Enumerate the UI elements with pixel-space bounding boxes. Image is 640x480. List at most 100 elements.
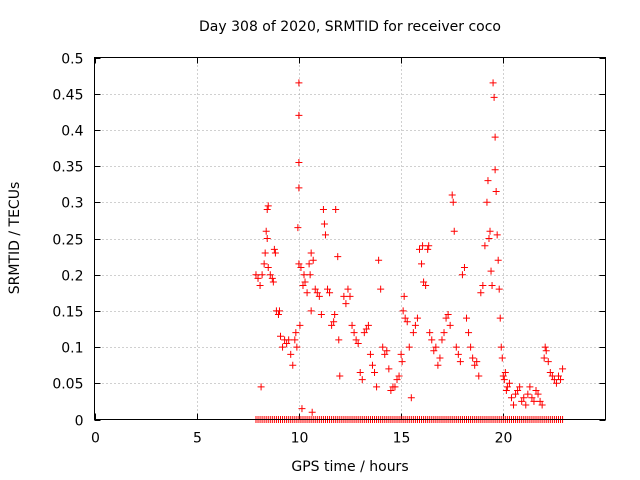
data-point xyxy=(415,245,423,253)
data-point xyxy=(330,318,338,326)
data-point xyxy=(319,206,327,214)
y-tick-label: 0.4 xyxy=(61,124,83,140)
data-point xyxy=(260,260,268,268)
data-point xyxy=(503,383,511,391)
data-point xyxy=(424,245,432,253)
data-point xyxy=(279,343,287,351)
data-point xyxy=(456,358,464,366)
data-point xyxy=(407,394,415,402)
data-point xyxy=(434,361,442,369)
data-point xyxy=(295,184,303,192)
data-point xyxy=(275,307,283,315)
data-point xyxy=(524,390,532,398)
data-point xyxy=(473,358,481,366)
data-point xyxy=(254,274,262,282)
data-point xyxy=(377,285,385,293)
data-point xyxy=(418,260,426,268)
data-point xyxy=(391,383,399,391)
data-point xyxy=(301,278,309,286)
x-axis-label: GPS time / hours xyxy=(291,459,408,475)
data-point xyxy=(387,387,395,395)
data-point xyxy=(497,343,505,351)
data-point xyxy=(352,336,360,344)
data-point xyxy=(467,343,475,351)
data-point xyxy=(297,263,305,271)
data-point xyxy=(346,292,354,300)
data-point xyxy=(308,408,316,416)
data-point xyxy=(354,339,362,347)
data-point xyxy=(522,401,530,409)
data-point xyxy=(307,249,315,257)
data-point xyxy=(428,336,436,344)
data-point xyxy=(331,311,339,319)
data-point xyxy=(300,271,308,279)
data-point xyxy=(296,321,304,329)
y-tick-label: 0.2 xyxy=(61,269,83,285)
data-point xyxy=(320,220,328,228)
data-point xyxy=(348,321,356,329)
data-point xyxy=(336,372,344,380)
plot-frame xyxy=(94,57,606,420)
y-tick-label: 0.1 xyxy=(61,341,83,357)
data-point xyxy=(486,227,494,235)
data-point xyxy=(263,235,271,242)
data-point xyxy=(375,256,383,264)
data-point xyxy=(405,343,413,351)
data-point xyxy=(263,206,271,214)
data-point xyxy=(262,227,270,235)
data-point xyxy=(499,372,507,380)
y-axis-ticks: 0 0.05 0.1 0.15 0.2 0.25 0.3 0.35 0.4 0.45 0.5 xyxy=(52,52,606,430)
data-point xyxy=(532,387,540,395)
data-point xyxy=(277,332,285,340)
data-point xyxy=(413,314,421,322)
y-tick-label: 0.05 xyxy=(52,377,83,393)
data-point xyxy=(430,347,438,355)
data-point xyxy=(454,350,462,358)
data-point xyxy=(458,271,466,279)
data-point xyxy=(295,79,303,87)
data-point xyxy=(264,263,272,271)
data-point xyxy=(432,343,440,351)
data-point xyxy=(520,394,528,402)
data-point xyxy=(501,368,509,376)
data-point xyxy=(366,350,374,358)
data-point xyxy=(373,383,381,391)
data-point xyxy=(538,401,546,409)
data-point xyxy=(252,271,260,279)
data-point xyxy=(283,339,291,347)
data-point xyxy=(487,267,495,275)
data-point xyxy=(266,271,274,279)
data-point xyxy=(500,376,508,384)
data-point xyxy=(528,394,536,402)
data-point xyxy=(342,300,350,308)
data-point xyxy=(270,245,278,253)
data-point xyxy=(481,242,489,250)
data-point xyxy=(550,376,558,384)
data-point xyxy=(309,256,317,264)
data-point xyxy=(491,133,499,141)
data-point xyxy=(475,372,483,380)
data-point xyxy=(444,311,452,319)
chart-title: Day 308 of 2020, SRMTID for receiver coc… xyxy=(199,19,501,35)
data-point xyxy=(518,397,526,405)
data-point xyxy=(299,282,307,290)
data-point xyxy=(340,292,348,300)
data-point xyxy=(335,336,343,344)
data-point xyxy=(315,292,323,300)
data-point xyxy=(395,372,403,380)
y-tick-label: 0.45 xyxy=(52,88,83,104)
data-point xyxy=(295,260,303,268)
data-point xyxy=(460,263,468,271)
data-point xyxy=(397,350,405,358)
y-tick-label: 0.25 xyxy=(52,233,83,249)
data-point xyxy=(411,321,419,329)
data-point xyxy=(426,329,434,337)
data-point xyxy=(400,292,408,300)
data-point xyxy=(512,390,520,398)
data-point xyxy=(271,249,279,257)
data-point xyxy=(479,282,487,290)
data-point xyxy=(442,314,450,322)
data-point xyxy=(379,343,387,351)
data-point xyxy=(257,383,265,391)
x-tick-label: 5 xyxy=(193,431,202,447)
